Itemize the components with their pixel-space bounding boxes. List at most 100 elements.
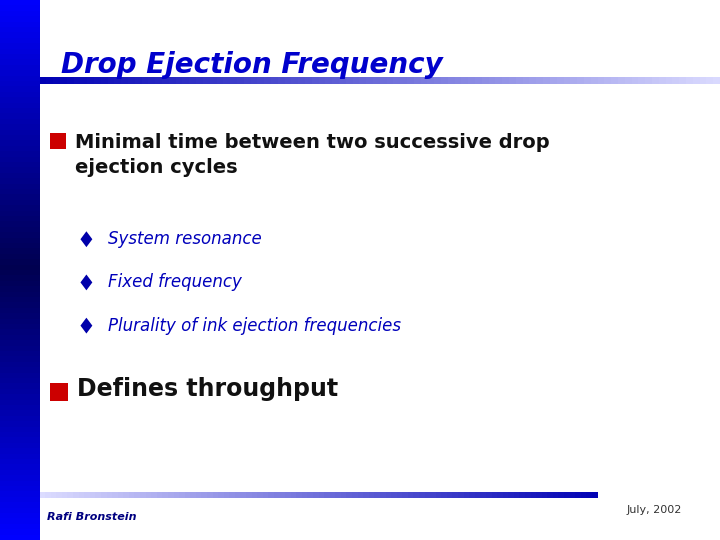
- Bar: [114, 77, 122, 84]
- Bar: [0, 4, 40, 11]
- Bar: [307, 492, 314, 498]
- Bar: [0, 21, 40, 27]
- Bar: [330, 492, 336, 498]
- Bar: [90, 492, 96, 498]
- Bar: [0, 312, 40, 319]
- Bar: [645, 77, 653, 84]
- Bar: [169, 77, 176, 84]
- Bar: [531, 492, 537, 498]
- Bar: [0, 404, 40, 410]
- Bar: [251, 77, 258, 84]
- Bar: [0, 426, 40, 432]
- Bar: [162, 77, 170, 84]
- Bar: [0, 26, 40, 32]
- Bar: [174, 492, 180, 498]
- Bar: [0, 463, 40, 470]
- Bar: [0, 107, 40, 113]
- Text: Rafi Bronstein: Rafi Bronstein: [47, 512, 136, 522]
- Bar: [559, 492, 564, 498]
- Bar: [0, 48, 40, 54]
- Bar: [0, 453, 40, 459]
- Bar: [313, 492, 319, 498]
- Bar: [0, 247, 40, 254]
- Bar: [492, 492, 498, 498]
- Bar: [0, 345, 40, 351]
- Bar: [391, 492, 397, 498]
- Bar: [279, 492, 286, 498]
- Bar: [223, 77, 231, 84]
- Bar: [380, 77, 387, 84]
- Bar: [430, 492, 436, 498]
- Bar: [0, 10, 40, 16]
- Bar: [0, 480, 40, 486]
- Bar: [0, 490, 40, 497]
- Bar: [0, 285, 40, 292]
- Bar: [679, 77, 687, 84]
- Bar: [474, 492, 481, 498]
- Bar: [94, 77, 102, 84]
- Bar: [312, 77, 319, 84]
- Bar: [441, 492, 448, 498]
- Bar: [0, 237, 40, 243]
- Bar: [56, 492, 63, 498]
- Bar: [0, 361, 40, 367]
- Bar: [142, 77, 149, 84]
- Bar: [0, 355, 40, 362]
- Bar: [203, 77, 210, 84]
- Bar: [0, 377, 40, 383]
- Bar: [0, 253, 40, 259]
- Bar: [218, 492, 225, 498]
- Bar: [264, 77, 271, 84]
- Bar: [508, 492, 515, 498]
- Bar: [0, 436, 40, 443]
- Bar: [497, 492, 503, 498]
- Bar: [564, 77, 571, 84]
- Bar: [358, 492, 364, 498]
- Bar: [0, 231, 40, 238]
- Bar: [509, 77, 516, 84]
- Bar: [243, 77, 251, 84]
- Bar: [0, 264, 40, 270]
- Bar: [659, 77, 666, 84]
- Bar: [50, 492, 57, 498]
- Bar: [0, 112, 40, 119]
- Bar: [611, 77, 618, 84]
- Bar: [462, 77, 469, 84]
- Bar: [318, 492, 325, 498]
- Bar: [336, 492, 341, 498]
- Bar: [536, 492, 542, 498]
- Bar: [0, 334, 40, 340]
- Bar: [190, 492, 197, 498]
- Bar: [420, 77, 428, 84]
- Bar: [557, 77, 564, 84]
- Bar: [529, 77, 537, 84]
- Bar: [95, 492, 102, 498]
- Bar: [553, 492, 559, 498]
- Bar: [168, 492, 174, 498]
- Bar: [284, 77, 292, 84]
- Bar: [184, 492, 191, 498]
- Bar: [0, 226, 40, 232]
- Bar: [652, 77, 660, 84]
- Bar: [68, 492, 73, 498]
- Bar: [224, 492, 230, 498]
- Bar: [324, 492, 330, 498]
- Bar: [257, 77, 265, 84]
- Bar: [352, 492, 359, 498]
- Bar: [516, 77, 523, 84]
- Bar: [374, 492, 381, 498]
- Bar: [0, 372, 40, 378]
- Bar: [0, 447, 40, 454]
- Bar: [263, 492, 269, 498]
- Bar: [454, 77, 462, 84]
- Bar: [0, 53, 40, 59]
- Bar: [0, 80, 40, 86]
- Bar: [291, 492, 297, 498]
- Text: July, 2002: July, 2002: [626, 505, 682, 515]
- Bar: [592, 492, 598, 498]
- Bar: [229, 492, 235, 498]
- Bar: [428, 77, 435, 84]
- Bar: [0, 382, 40, 389]
- Bar: [123, 492, 130, 498]
- Bar: [480, 492, 487, 498]
